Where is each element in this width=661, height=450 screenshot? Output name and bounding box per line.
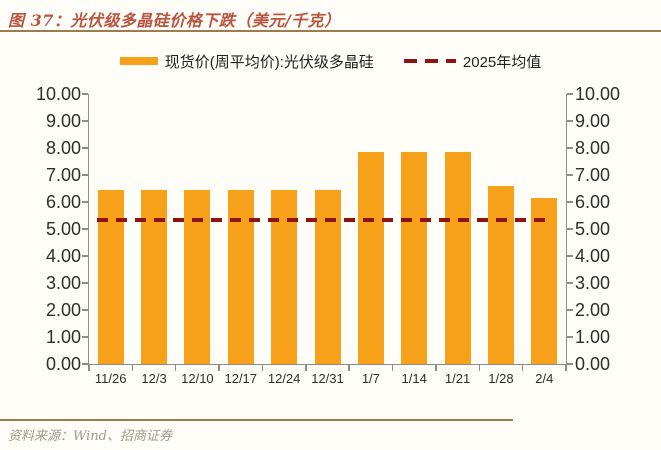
y-axis-label-right: 9.00	[575, 111, 611, 131]
bar-12/17	[227, 189, 254, 364]
x-axis-tick	[521, 365, 524, 371]
y-axis-label-right: 1.00	[575, 327, 611, 347]
y-axis-label-left: 4.00	[45, 246, 81, 266]
x-axis-label: 1/14	[401, 371, 427, 386]
y-axis-label-left: 8.00	[45, 138, 81, 158]
x-axis-tick	[565, 365, 567, 371]
y-axis-label-left: 0.00	[45, 354, 81, 374]
chart-legend: 现货价(周平均价):光伏级多晶硅 2025年均值	[0, 50, 661, 72]
y-axis-label-left: 2.00	[45, 300, 81, 320]
y-axis-tick-right	[567, 201, 573, 203]
x-axis-tick	[88, 365, 90, 371]
bar-series-swatch-icon	[119, 57, 158, 65]
x-axis-label: 1/7	[361, 371, 380, 386]
x-axis-label: 12/24	[267, 371, 301, 386]
y-axis-tick-right	[567, 363, 573, 365]
data-source-note: 资料来源：Wind、招商证券	[8, 429, 172, 444]
y-axis-tick-left	[82, 174, 88, 176]
x-axis-label: 11/26	[94, 371, 127, 386]
y-axis-label-left: 3.00	[45, 273, 81, 293]
chart-plot-area: 0.00 0.00 1.00 1.00 2.00 2.00 3.00 3.00 4.00 4.00…	[36, 84, 620, 386]
bar-11/26	[97, 189, 124, 364]
dashed-line-swatch-icon	[403, 59, 456, 63]
y-axis-label-left: 10.00	[35, 84, 81, 104]
figure-title: 图 37：光伏级多晶硅价格下跌（美元/千克）	[8, 11, 341, 30]
bar-1/28	[487, 185, 514, 364]
y-axis-tick-right	[567, 309, 573, 311]
bar-1/7	[357, 152, 384, 364]
y-axis-label-right: 3.00	[575, 273, 611, 293]
y-axis-label-right: 5.00	[575, 219, 611, 239]
y-axis-label-right: 4.00	[575, 246, 611, 266]
legend-item-spot-price: 现货价(周平均价):光伏级多晶硅	[119, 51, 374, 72]
y-axis-tick-left	[82, 363, 88, 365]
x-axis-label: 1/21	[444, 371, 471, 386]
x-axis-label: 12/10	[181, 371, 214, 386]
y-axis-label-right: 0.00	[575, 354, 611, 374]
y-axis-tick-right	[567, 255, 573, 257]
x-axis-label: 12/31	[311, 371, 344, 386]
y-axis-tick-right	[567, 174, 573, 176]
x-axis-tick	[174, 365, 177, 371]
y-axis-tick-left	[82, 201, 88, 203]
x-axis-tick	[478, 365, 481, 371]
y-axis-tick-left	[82, 93, 88, 95]
footer-divider-rule	[0, 419, 513, 421]
y-axis-tick-left	[82, 120, 88, 122]
x-axis-tick	[131, 365, 134, 371]
y-axis-label-left: 1.00	[45, 327, 81, 347]
x-axis-label: 12/3	[141, 371, 167, 386]
y-axis-tick-right	[567, 336, 573, 338]
bar-12/24	[271, 189, 298, 364]
y-axis-tick-right	[567, 228, 573, 230]
legend-item-average: 2025年均值	[403, 51, 542, 72]
y-axis-tick-left	[82, 147, 88, 149]
average-dashed-line	[97, 217, 546, 222]
y-axis-label-right: 2.00	[575, 300, 611, 320]
x-axis-tick	[261, 365, 264, 371]
y-axis-tick-right	[567, 120, 573, 122]
y-axis-label-left: 7.00	[45, 165, 81, 185]
bar-1/14	[401, 152, 428, 364]
x-axis-tick	[391, 365, 394, 371]
x-axis-label: 12/17	[224, 371, 258, 386]
x-axis-tick	[305, 365, 307, 371]
y-axis-tick-left	[82, 309, 88, 311]
x-axis-label: 1/28	[488, 371, 514, 386]
x-axis-label: 2/4	[535, 371, 554, 386]
legend-label-spot-price: 现货价(周平均价):光伏级多晶硅	[164, 53, 374, 71]
bar-12/3	[141, 189, 168, 364]
x-axis-tick	[435, 365, 437, 371]
y-axis-label-right: 8.00	[575, 138, 611, 158]
y-axis-label-right: 7.00	[575, 165, 611, 185]
y-axis-label-left: 5.00	[45, 219, 81, 239]
y-axis-tick-left	[82, 336, 88, 338]
bar-1/21	[444, 152, 471, 364]
x-axis-tick	[348, 365, 350, 371]
bar-2/4	[531, 197, 558, 364]
y-axis-label-left: 6.00	[45, 192, 81, 212]
y-axis-label-left: 9.00	[45, 111, 81, 131]
y-axis-tick-left	[82, 255, 88, 257]
y-axis-tick-left	[82, 282, 88, 284]
y-axis-tick-left	[82, 228, 88, 230]
y-axis-tick-right	[567, 147, 573, 149]
bar-12/10	[184, 189, 211, 364]
title-divider-rule	[0, 30, 661, 32]
legend-label-average: 2025年均值	[462, 53, 542, 71]
y-axis-tick-right	[567, 93, 573, 95]
y-axis-label-right: 10.00	[575, 84, 621, 104]
bar-12/31	[314, 189, 341, 364]
y-axis-label-right: 6.00	[575, 192, 611, 212]
x-axis-tick	[218, 365, 220, 371]
y-axis-tick-right	[567, 282, 573, 284]
